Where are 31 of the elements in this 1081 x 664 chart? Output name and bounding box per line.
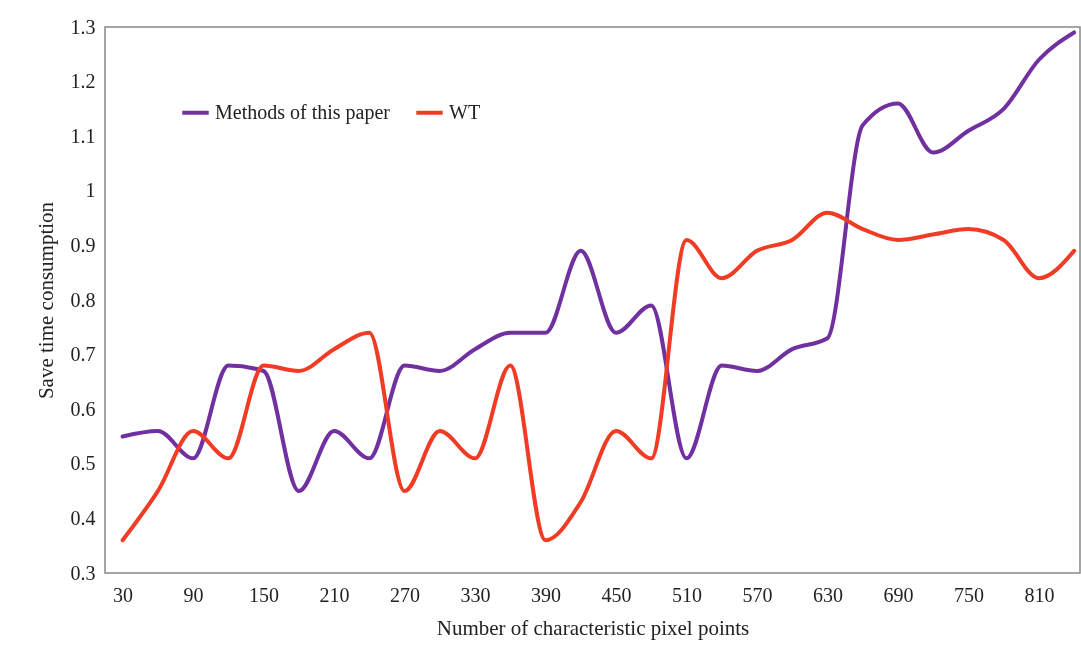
x-tick-label: 390 [531, 583, 562, 606]
y-tick-label: 0.8 [70, 288, 96, 311]
legend-label: WT [449, 100, 481, 123]
y-axis-title: Save time consumption [33, 201, 58, 400]
y-tick-label: 0.9 [70, 233, 96, 256]
x-tick-label: 450 [601, 583, 632, 606]
x-tick-label: 270 [390, 583, 421, 606]
x-tick-label: 750 [953, 583, 984, 606]
x-axis-title: Number of characteristic pixel points [436, 615, 750, 640]
x-tick-label: 690 [883, 583, 914, 606]
x-tick-label: 810 [1024, 583, 1055, 606]
y-tick-label: 0.3 [70, 561, 96, 584]
y-tick-label: 1.3 [70, 15, 96, 38]
x-tick-label: 570 [742, 583, 773, 606]
line-series [120, 210, 1077, 543]
x-tick-label: 30 [113, 583, 134, 606]
y-tick-label: 0.6 [70, 397, 96, 420]
x-tick-label: 150 [249, 583, 280, 606]
line-series [120, 30, 1077, 494]
x-tick-label: 210 [319, 583, 350, 606]
y-tick-label: 1 [85, 179, 96, 202]
y-tick-label: 0.4 [70, 506, 96, 529]
x-tick-label: 630 [812, 583, 843, 606]
y-tick-label: 0.5 [70, 452, 96, 475]
legend-label: Methods of this paper [215, 100, 391, 124]
x-tick-label: 90 [183, 583, 204, 606]
y-tick-label: 1.1 [70, 124, 96, 147]
y-tick-label: 1.2 [70, 70, 96, 93]
x-tick-label: 330 [460, 583, 491, 606]
x-tick-label: 510 [671, 583, 702, 606]
y-tick-label: 0.7 [70, 343, 96, 366]
